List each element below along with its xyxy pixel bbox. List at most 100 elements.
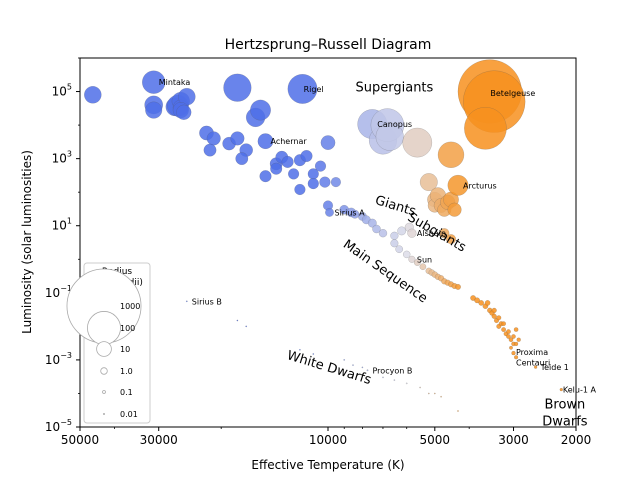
star-point	[496, 315, 502, 321]
star-name-label: Betelgeuse	[490, 89, 535, 98]
star-point	[287, 168, 300, 180]
star-point	[484, 300, 491, 306]
star-labels: Mintaka Rigel Betelgeuse Canopus Achernar Arc…	[159, 78, 597, 394]
star-point	[287, 73, 318, 104]
star-point	[230, 131, 245, 146]
y-tick-label: 103	[52, 150, 72, 166]
star-point	[270, 162, 283, 175]
star-point	[84, 86, 102, 104]
star-name-label: Sirius B	[192, 297, 222, 306]
star-name-label: Alshain	[417, 229, 446, 238]
star-point	[367, 218, 377, 228]
star-point	[419, 263, 427, 271]
star-point	[402, 127, 433, 158]
star-point	[506, 334, 511, 339]
star-name-label: Proxima	[516, 348, 548, 357]
legend-entry-label: 1000	[120, 302, 140, 311]
star-point	[314, 160, 327, 172]
star-point	[206, 131, 221, 146]
y-tick-label: 10−3	[45, 351, 72, 367]
star-point	[533, 365, 538, 369]
star-point	[390, 231, 399, 240]
star-point	[447, 202, 462, 217]
legend-entry-label: 1.0	[120, 367, 133, 376]
star-point	[491, 313, 497, 319]
stars-layer	[84, 59, 563, 412]
star-point	[236, 319, 239, 322]
star-point	[516, 337, 521, 342]
star-point	[176, 104, 192, 120]
y-tick-label: 101	[52, 217, 72, 233]
star-point	[223, 73, 252, 102]
star-name-label: Kelu-1 A	[563, 386, 597, 395]
legend-entry-label: 100	[120, 324, 135, 333]
star-point	[185, 300, 188, 303]
star-point	[446, 234, 456, 245]
x-tick-label: 2000	[561, 433, 592, 447]
star-point	[142, 70, 166, 94]
star-name-label: Achernar	[271, 137, 308, 146]
star-point	[413, 259, 421, 266]
star-point	[250, 99, 271, 121]
star-point	[513, 327, 519, 332]
x-tick-label: 50000	[61, 433, 99, 447]
star-point	[319, 176, 331, 188]
star-point	[245, 325, 248, 328]
star-name-label: Centauri	[516, 358, 550, 367]
star-point	[433, 392, 436, 395]
star-point	[397, 226, 407, 236]
legend-size-marker	[100, 367, 108, 375]
x-tick-label: 5000	[420, 433, 451, 447]
star-point	[455, 283, 461, 290]
y-tick-exponent: −1	[60, 284, 72, 293]
star-point	[513, 355, 519, 360]
legend-size-marker	[102, 412, 106, 416]
star-point	[352, 364, 354, 366]
star-point	[395, 245, 404, 254]
star-point	[511, 350, 516, 356]
star-point	[375, 122, 404, 151]
star-name-label: Sirius A	[335, 208, 366, 217]
star-point	[559, 387, 563, 392]
x-tick-label: 30000	[140, 433, 178, 447]
star-point	[366, 369, 369, 372]
y-tick-label: 10−5	[45, 418, 72, 434]
star-point	[419, 173, 438, 192]
star-point	[372, 224, 381, 234]
star-point	[390, 239, 399, 248]
star-point	[407, 228, 417, 238]
star-point	[257, 133, 274, 150]
star-point	[330, 177, 341, 188]
star-point	[501, 321, 507, 327]
y-tick-label: 105	[52, 83, 72, 99]
legend-entry-label: 10	[120, 345, 130, 354]
star-name-label: Sun	[417, 255, 432, 264]
chart-title: Hertzsprung–Russell Diagram	[225, 37, 432, 53]
star-point	[509, 345, 513, 350]
star-point	[508, 337, 514, 343]
star-name-label: Canopus	[377, 120, 412, 129]
legend-entry-label: 0.1	[120, 388, 133, 397]
star-point	[405, 382, 408, 385]
legend-size-marker	[102, 390, 106, 394]
star-point	[501, 327, 507, 333]
star-point	[299, 348, 301, 351]
star-point	[312, 353, 315, 355]
star-point	[506, 329, 511, 335]
star-point	[281, 155, 294, 168]
star-point	[464, 106, 507, 150]
x-axis-label: Effective Temperature (K)	[251, 458, 404, 472]
star-point	[440, 395, 442, 398]
region-label: White Dwarfs	[285, 348, 373, 388]
star-point	[325, 207, 334, 217]
legend-entries: 1000 100 10 1.0 0.1 0.01	[66, 268, 142, 419]
star-point	[320, 135, 336, 150]
star-point	[457, 410, 459, 412]
region-label: Main Sequence	[340, 237, 430, 306]
star-point	[361, 366, 364, 369]
star-point	[491, 307, 497, 314]
star-point	[307, 177, 319, 190]
